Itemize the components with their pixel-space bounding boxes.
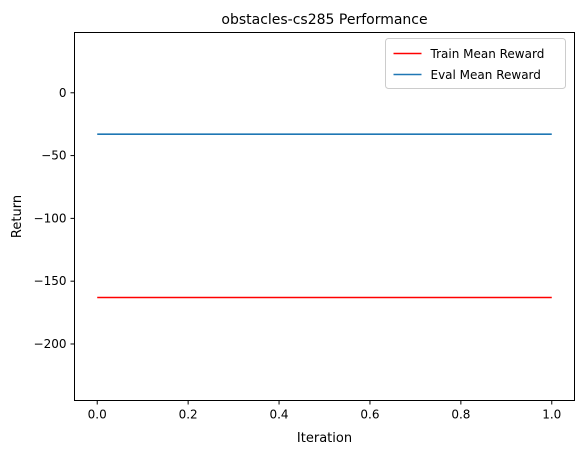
legend-label: Train Mean Reward <box>430 47 545 61</box>
x-tick-label: 0.8 <box>451 408 470 422</box>
x-tick-label: 0.0 <box>88 408 107 422</box>
x-tick-label: 0.6 <box>360 408 379 422</box>
y-axis-ticks: 0 −50 −100 −150 −200 <box>34 86 75 351</box>
y-tick-label: 0 <box>59 86 67 100</box>
y-axis-label: Return <box>10 195 25 238</box>
legend: Train Mean Reward Eval Mean Reward <box>385 38 566 89</box>
y-tick-label: −100 <box>34 211 67 225</box>
y-tick-label: −200 <box>34 337 67 351</box>
x-axis-label: Iteration <box>297 431 352 446</box>
chart-title: obstacles-cs285 Performance <box>221 12 427 28</box>
y-tick-label: −150 <box>34 274 67 288</box>
x-tick-label: 1.0 <box>542 408 561 422</box>
plot-frame <box>74 32 575 401</box>
x-tick-label: 0.4 <box>269 408 288 422</box>
legend-label: Eval Mean Reward <box>431 68 541 82</box>
x-axis-ticks: 0.0 0.2 0.4 0.6 0.8 1.0 <box>88 400 561 422</box>
x-tick-label: 0.2 <box>179 408 198 422</box>
y-tick-label: −50 <box>41 149 66 163</box>
series-layer <box>97 133 552 299</box>
legend-box <box>385 38 566 89</box>
